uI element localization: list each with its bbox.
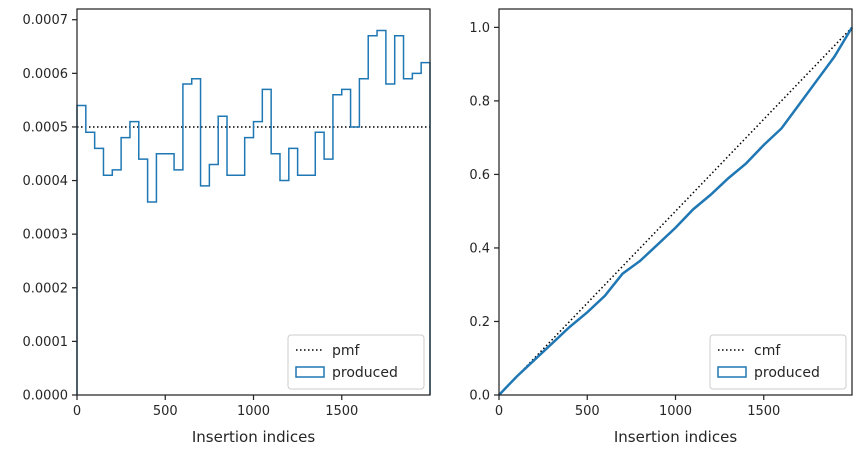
legend-label-produced: produced <box>332 365 398 381</box>
x-tick-label: 1500 <box>325 404 358 419</box>
x-tick-label: 1000 <box>237 404 270 419</box>
y-tick-label: 0.8 <box>469 94 490 109</box>
y-tick-label: 0.0 <box>469 389 490 404</box>
x-axis-label: Insertion indices <box>192 428 315 446</box>
y-tick-label: 0.0002 <box>23 281 69 296</box>
y-tick-label: 0.0004 <box>23 174 69 189</box>
x-tick-label: 0 <box>495 404 503 419</box>
x-tick-label: 500 <box>153 404 178 419</box>
y-tick-label: 0.4 <box>469 241 490 256</box>
legend-label-cmf: cmf <box>754 343 781 359</box>
series-produced-line <box>76 29 431 395</box>
legend-box <box>287 334 425 390</box>
cmf-line-panel: 0 500 1000 1500 0.0 0.2 0.4 0.6 0.8 1.0 Insertion … <box>469 8 854 446</box>
y-tick-label: 0.2 <box>469 315 490 330</box>
y-tick-label: 0.0003 <box>23 228 69 243</box>
legend-label-pmf: pmf <box>332 343 361 359</box>
y-tick-label: 0.6 <box>469 168 490 183</box>
y-tick-label: 1.0 <box>469 21 490 36</box>
legend-box <box>709 334 847 390</box>
y-tick-label: 0.0006 <box>23 67 69 82</box>
legend-label-produced: produced <box>754 365 820 381</box>
x-tick-label: 1500 <box>747 404 780 419</box>
pmf-histogram-panel: 0 500 1000 1500 0.0000 0.0001 0.0002 0.0003 0.00… <box>23 8 431 446</box>
series-produced-line <box>498 26 854 396</box>
x-tick-label: 0 <box>73 404 81 419</box>
legend-swatch-produced <box>295 366 325 378</box>
legend-swatch-produced <box>717 366 747 378</box>
x-tick-label: 1000 <box>659 404 692 419</box>
y-tick-label: 0.0005 <box>23 120 69 135</box>
y-tick-label: 0.0007 <box>23 13 69 28</box>
series-cmf-line <box>498 26 853 396</box>
y-tick-label: 0.0000 <box>23 389 69 404</box>
x-tick-label: 500 <box>575 404 600 419</box>
x-axis-label: Insertion indices <box>614 428 737 446</box>
y-tick-label: 0.0001 <box>23 335 69 350</box>
